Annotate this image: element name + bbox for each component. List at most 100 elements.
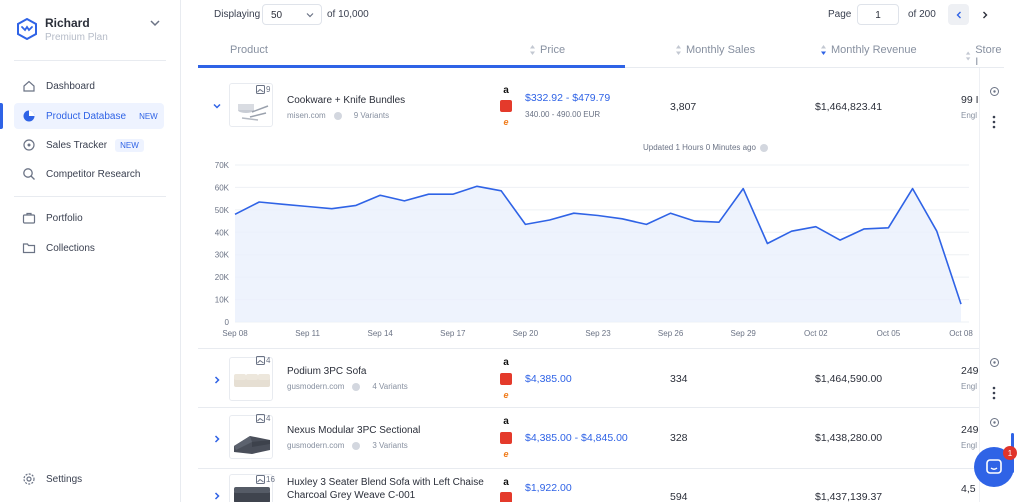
variants-count: 3 Variants <box>372 441 408 450</box>
sidebar-item-label: Portfolio <box>46 212 83 224</box>
sidebar-item-product-database[interactable]: Product Database NEW <box>14 103 164 129</box>
new-badge: NEW <box>115 138 144 152</box>
displaying-label: Displaying <box>214 9 261 20</box>
column-price[interactable]: Price <box>529 44 565 56</box>
image-count: 4 <box>256 356 270 365</box>
profile-name: Richard <box>45 16 90 30</box>
sidebar-item-label: Collections <box>46 242 95 254</box>
chevron-down-icon <box>306 13 314 18</box>
column-product[interactable]: Product <box>230 44 268 56</box>
column-monthly-revenue[interactable]: Monthly Revenue <box>820 44 917 56</box>
aliexpress-icon[interactable] <box>500 373 512 385</box>
image-icon <box>256 356 265 365</box>
store-link[interactable]: misen.com <box>287 111 326 120</box>
profile-plan: Premium Plan <box>45 32 108 43</box>
amazon-icon[interactable]: a <box>503 356 509 368</box>
chevron-right-icon[interactable] <box>212 434 222 444</box>
product-title[interactable]: Podium 3PC Sofa <box>287 366 367 377</box>
x-tick-label: Sep 26 <box>658 329 684 338</box>
info-icon[interactable] <box>759 143 768 152</box>
price-range: $1,922.00 <box>525 482 572 494</box>
table-row[interactable]: 9 Cookware + Knife Bundles misen.com 9 V… <box>198 80 1004 137</box>
alibaba-icon[interactable]: e <box>503 117 509 127</box>
table-row[interactable]: 4 Podium 3PC Sofa gusmodern.com 4 Varian… <box>198 350 1004 408</box>
aliexpress-icon[interactable] <box>500 100 512 112</box>
per-page-select[interactable]: 50 <box>262 4 322 25</box>
sidebar-item-competitor-research[interactable]: Competitor Research <box>14 161 166 187</box>
column-label: Product <box>230 44 268 56</box>
alibaba-icon[interactable]: e <box>503 390 509 400</box>
product-title[interactable]: Nexus Modular 3PC Sectional <box>287 425 421 436</box>
product-title[interactable]: Cookware + Knife Bundles <box>287 95 406 106</box>
chevron-down-icon[interactable] <box>212 101 222 111</box>
store-info: 4,5 <box>961 483 976 495</box>
image-icon <box>256 85 265 94</box>
store-link[interactable]: gusmodern.com <box>287 382 345 391</box>
info-icon[interactable] <box>352 441 361 450</box>
sidebar-item-sales-tracker[interactable]: Sales Tracker NEW <box>14 132 166 158</box>
more-icon[interactable] <box>992 115 996 129</box>
row-actions-rail <box>979 68 1009 502</box>
next-page-button[interactable] <box>974 4 995 25</box>
monthly-sales: 328 <box>670 432 688 444</box>
product-meta: gusmodern.com 3 Variants <box>287 441 408 450</box>
table-row[interactable]: 16 Huxley 3 Seater Blend Sofa with Left … <box>198 470 1004 502</box>
column-store[interactable]: Store I <box>965 44 1004 68</box>
y-tick-label: 20K <box>215 273 230 282</box>
monthly-sales: 3,807 <box>670 101 697 113</box>
sidebar-item-collections[interactable]: Collections <box>14 235 166 261</box>
pagination-bar: Displaying 50 of 10,000 Page 1 of 200 <box>198 0 1004 32</box>
product-thumbnail[interactable] <box>229 83 273 127</box>
target-icon[interactable] <box>989 357 1000 368</box>
chevron-down-icon[interactable] <box>148 16 162 30</box>
store-language: Engl <box>961 441 978 450</box>
amazon-icon[interactable]: a <box>503 84 509 96</box>
image-count: 4 <box>256 414 270 423</box>
x-tick-label: Oct 02 <box>804 329 828 338</box>
monthly-revenue: $1,438,280.00 <box>815 432 883 444</box>
chevron-right-icon <box>982 11 987 18</box>
info-icon[interactable] <box>333 111 342 120</box>
chevron-right-icon[interactable] <box>212 491 222 501</box>
aliexpress-icon[interactable] <box>500 492 512 502</box>
product-title[interactable]: Huxley 3 Seater Blend Sofa with Left Cha… <box>287 477 484 488</box>
page-input[interactable]: 1 <box>857 4 899 25</box>
target-icon[interactable] <box>989 86 1000 97</box>
profile-switcher[interactable]: Richard Premium Plan <box>12 12 172 48</box>
product-thumbnail[interactable] <box>229 474 273 502</box>
product-thumbnail[interactable] <box>229 415 273 459</box>
chat-icon <box>986 459 1002 474</box>
table-row[interactable]: 4 Nexus Modular 3PC Sectional gusmodern.… <box>198 409 1004 469</box>
store-link[interactable]: gusmodern.com <box>287 441 345 450</box>
folder-icon <box>22 243 36 254</box>
table-header: Product Price Monthly Sales Monthly Reve… <box>198 38 1004 68</box>
chevron-right-icon[interactable] <box>212 375 222 385</box>
per-page-value: 50 <box>271 10 283 21</box>
aliexpress-icon[interactable] <box>500 432 512 444</box>
sidebar-item-portfolio[interactable]: Portfolio <box>14 205 166 231</box>
price-original: 340.00 - 490.00 EUR <box>525 110 601 119</box>
target-icon[interactable] <box>989 417 1000 428</box>
store-language: Engl <box>961 382 978 391</box>
sidebar-item-dashboard[interactable]: Dashboard <box>14 73 166 99</box>
more-icon[interactable] <box>992 386 996 400</box>
series-line <box>234 185 962 305</box>
info-icon[interactable] <box>352 382 361 391</box>
amazon-icon[interactable]: a <box>503 415 509 427</box>
amazon-icon[interactable]: a <box>503 476 509 488</box>
sidebar-item-settings[interactable]: Settings <box>14 466 166 492</box>
scrollbar[interactable] <box>1009 68 1024 502</box>
search-icon <box>23 168 35 180</box>
home-icon <box>23 80 35 92</box>
total-count: of 10,000 <box>327 9 369 20</box>
gear-icon <box>23 473 35 485</box>
alibaba-icon[interactable]: e <box>503 449 509 459</box>
divider <box>198 348 1004 349</box>
prev-page-button[interactable] <box>948 4 969 25</box>
store-info: 249 <box>961 365 979 377</box>
product-title-line2[interactable]: Charcoal Grey Weave C-001 <box>287 490 416 501</box>
column-monthly-sales[interactable]: Monthly Sales <box>675 44 755 56</box>
y-tick-label: 0 <box>225 318 230 327</box>
product-thumbnail[interactable] <box>229 357 273 401</box>
